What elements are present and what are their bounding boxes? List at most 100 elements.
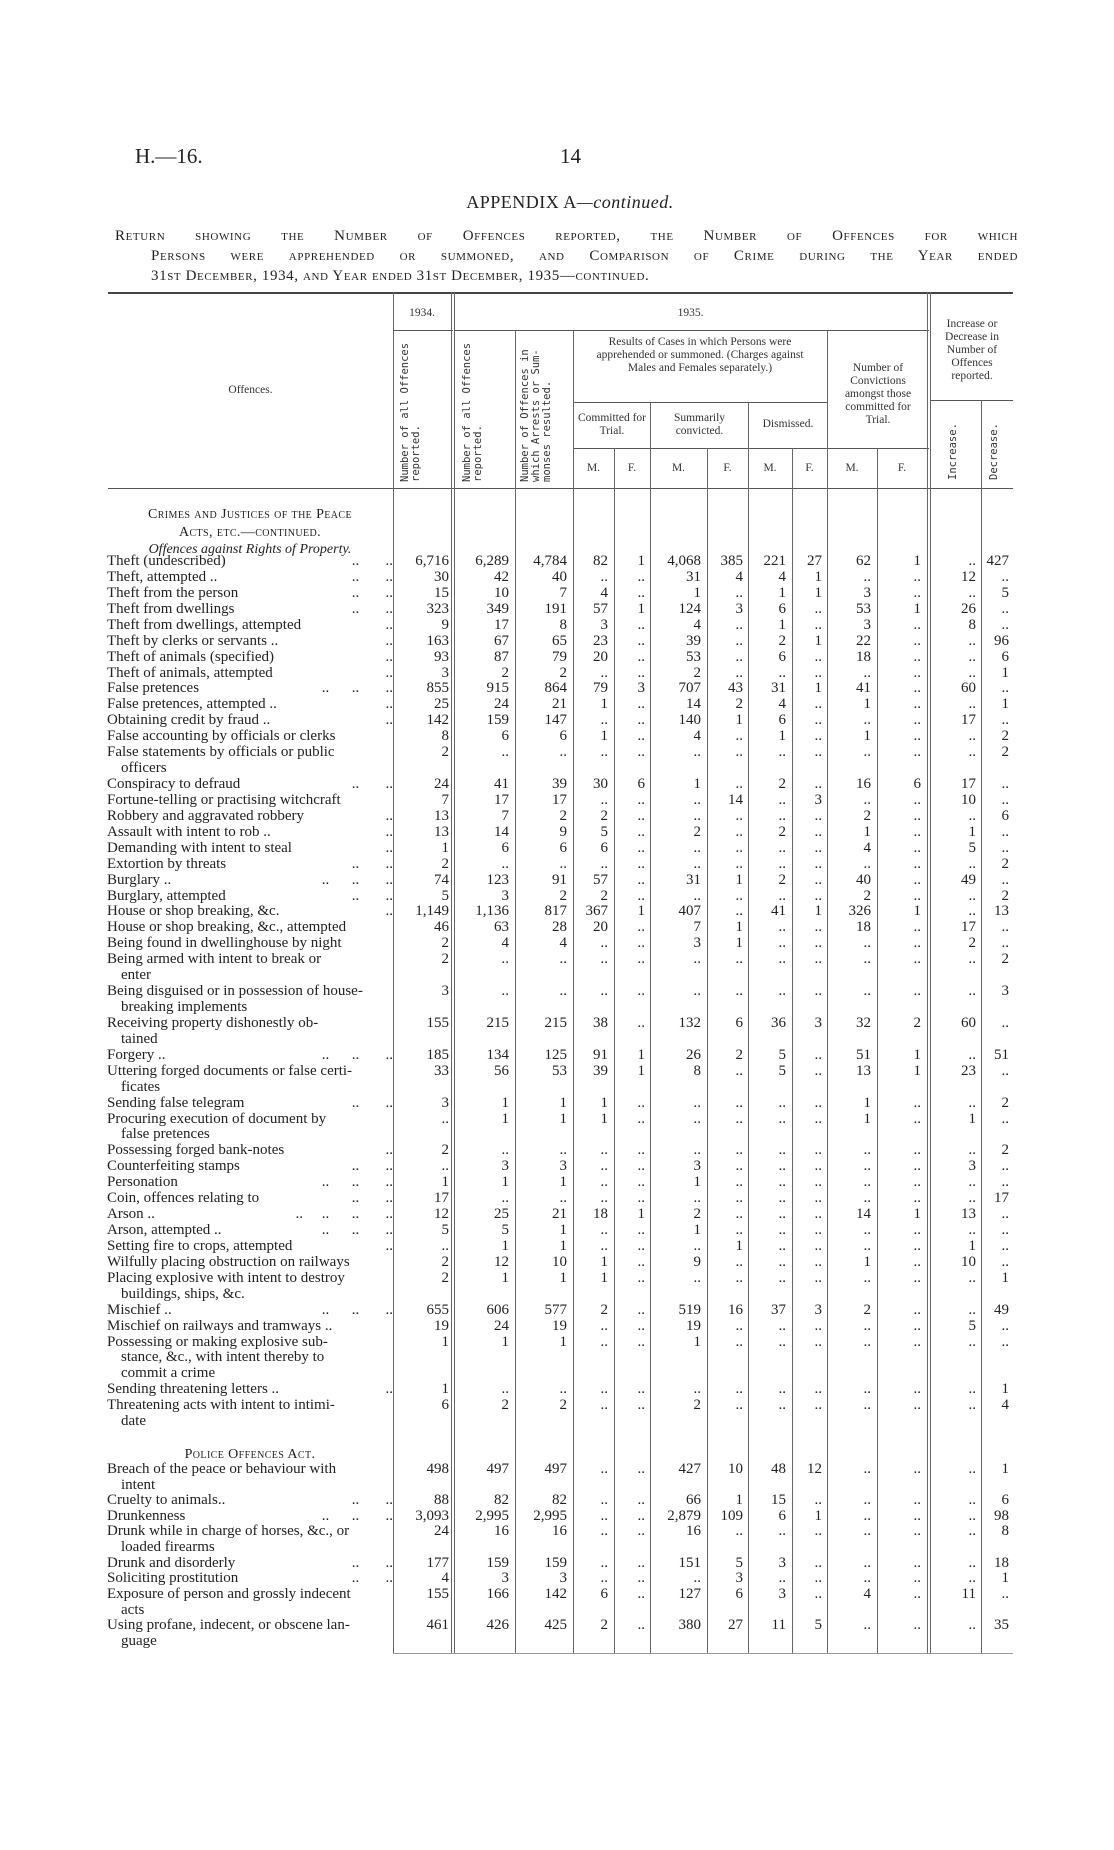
- offence-label: Exposure of person and grossly indecent a…: [107, 1586, 393, 1619]
- table-cell: ..: [501, 1142, 510, 1159]
- table-cell: ..: [863, 951, 872, 968]
- table-cell: 2: [600, 887, 609, 904]
- table-cell: 31: [686, 568, 701, 585]
- table-cell: 6: [913, 776, 922, 793]
- table-cell: 9: [693, 1253, 702, 1270]
- table-cell: ..: [913, 728, 922, 745]
- table-cell: ..: [913, 823, 922, 840]
- offence-label-line: Drunk and disorderly: [107, 1554, 236, 1571]
- table-cell: 3: [814, 791, 823, 808]
- table-cell: 13: [434, 807, 449, 824]
- offence-label-line: Personation: [107, 1174, 178, 1191]
- table-cell: ..: [814, 807, 823, 824]
- table-cell: 3: [501, 1570, 510, 1587]
- table-cell: 3: [814, 1014, 823, 1031]
- table-cell: 41: [494, 776, 509, 793]
- table-cell: ..: [600, 951, 609, 968]
- section-heading: Crimes and Justices of the Peace Acts, et…: [107, 506, 393, 559]
- offence-label: False statements by officials or public o…: [107, 744, 393, 777]
- table-cell: ..: [735, 1094, 744, 1111]
- column-rule: [515, 330, 516, 1653]
- table-cell: ..: [863, 664, 872, 681]
- table-cell: 16: [728, 1301, 743, 1318]
- table-cell: ..: [1001, 1014, 1010, 1031]
- table-cell: 155: [426, 1585, 450, 1602]
- offence-label-line: Theft from dwellings: [107, 600, 235, 617]
- table-cell: 16: [686, 1523, 701, 1540]
- table-cell: 5: [778, 1062, 787, 1079]
- table-cell: 1: [1001, 1461, 1010, 1477]
- table-cell: 1: [863, 1253, 872, 1270]
- table-cell: ..: [735, 839, 744, 856]
- table-cell: 385: [720, 553, 744, 569]
- table-cell: 1: [501, 1237, 510, 1254]
- offence-label: Theft by clerks or servants ....: [107, 633, 393, 650]
- table-cell: ..: [913, 712, 922, 729]
- table-cell: 1: [501, 1269, 510, 1286]
- table-cell: ..: [559, 1142, 568, 1159]
- offence-label: Being found in dwellinghouse by night: [107, 936, 393, 952]
- dot-leader: ..: [385, 1237, 394, 1254]
- table-cell: 1: [778, 584, 787, 601]
- table-cell: ..: [913, 1461, 922, 1477]
- table-cell: ..: [968, 951, 977, 968]
- table-cell: 41: [856, 680, 871, 697]
- table-cell: 1: [600, 1110, 609, 1127]
- dot-leader: .. ..: [351, 776, 393, 793]
- table-cell: ..: [637, 1492, 646, 1509]
- dot-leader: .. .. ..: [321, 1222, 393, 1239]
- table-cell: 3: [600, 616, 609, 633]
- table-cell: ..: [913, 1585, 922, 1602]
- table-cell: ..: [913, 1269, 922, 1286]
- table-cell: ..: [778, 983, 787, 1000]
- table-cell: 1: [600, 696, 609, 713]
- table-cell: 132: [678, 1014, 702, 1031]
- table-cell: ..: [735, 823, 744, 840]
- table-cell: ..: [637, 664, 646, 681]
- offence-label: Demanding with intent to steal..: [107, 839, 394, 857]
- table-cell: ..: [637, 712, 646, 729]
- table-cell: ..: [814, 871, 823, 888]
- table-cell: ..: [1001, 871, 1010, 888]
- table-cell: ..: [637, 1381, 646, 1398]
- table-cell: ..: [637, 1190, 646, 1207]
- table-cell: 8: [1001, 1523, 1010, 1540]
- table-cell: 2: [863, 887, 872, 904]
- table-cell: 2: [1001, 951, 1010, 968]
- table-cell: 4: [778, 568, 787, 585]
- table-cell: 6: [778, 600, 787, 617]
- table-cell: 2: [1001, 855, 1010, 872]
- table-cell: 127: [678, 1585, 702, 1602]
- table-cell: 16: [494, 1523, 509, 1540]
- table-cell: 1: [501, 1333, 510, 1350]
- table-cell: 1: [814, 903, 823, 920]
- header-results: Results of Cases in which Persons were a…: [596, 336, 804, 374]
- offence-label: Sending false telegram .. ..: [107, 1095, 393, 1112]
- table-cell: 18: [856, 919, 871, 936]
- table-cell: ..: [1001, 1206, 1010, 1223]
- table-cell: ..: [863, 712, 872, 729]
- dot-leader: .. ..: [351, 600, 393, 617]
- table-cell: 2: [559, 807, 568, 824]
- table-cell: ..: [637, 1333, 646, 1350]
- table-cell: ..: [863, 1397, 872, 1414]
- dot-leader: ..: [385, 839, 394, 856]
- table-cell: ..: [778, 1206, 787, 1223]
- table-cell: ..: [1001, 616, 1010, 633]
- offence-label: Personation .. .. ..: [107, 1174, 393, 1191]
- table-cell: 4,784: [533, 553, 567, 569]
- table-cell: 4: [559, 935, 568, 952]
- appendix-suffix: —continued.: [576, 192, 674, 212]
- table-cell: ..: [863, 983, 872, 1000]
- table-cell: 2: [693, 664, 702, 681]
- table-cell: ..: [913, 648, 922, 665]
- table-cell: 24: [494, 696, 509, 713]
- table-cell: ..: [778, 1237, 787, 1254]
- offence-label: Being disguised or in possession of hous…: [107, 983, 393, 1016]
- offence-label-line: Breach of the peace or behaviour with: [107, 1461, 337, 1477]
- table-cell: 2: [778, 871, 787, 888]
- table-cell: 1: [814, 680, 823, 697]
- header-dismissed-m: M.: [763, 462, 777, 474]
- table-cell: 1: [559, 1222, 568, 1239]
- table-cell: ..: [814, 983, 823, 1000]
